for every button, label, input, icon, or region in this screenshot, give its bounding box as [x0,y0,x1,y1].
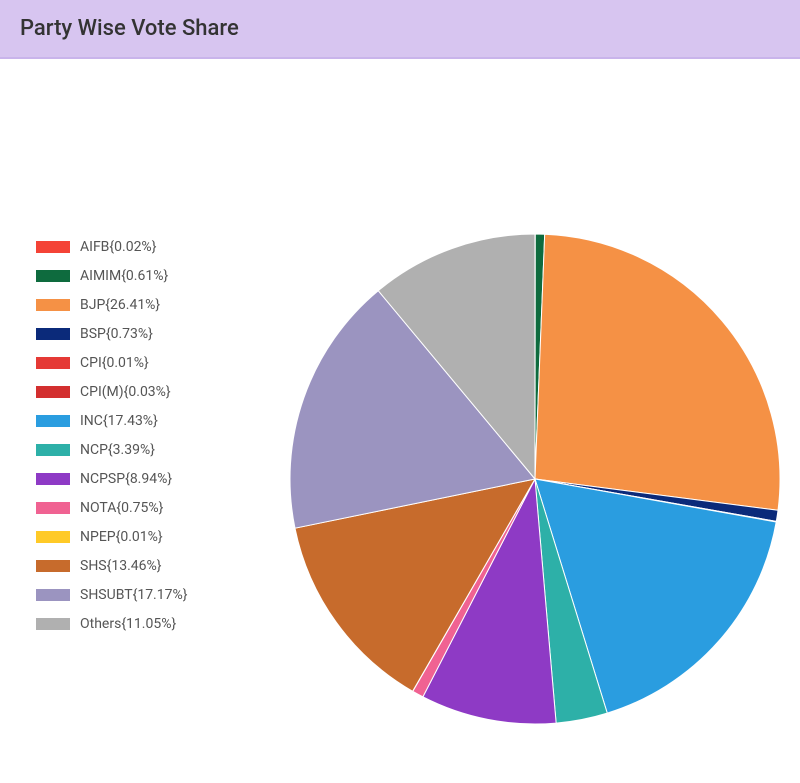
legend-swatch [36,241,70,253]
legend-label: SHSUBT{17.17%} [80,587,187,603]
legend-item-inc[interactable]: INC{17.43%} [36,413,187,429]
legend-swatch [36,618,70,630]
legend-label: SHS{13.46%} [80,558,162,574]
legend-swatch [36,357,70,369]
legend-swatch [36,415,70,427]
legend-label: Others{11.05%} [80,616,176,632]
legend-swatch [36,531,70,543]
legend-swatch [36,270,70,282]
legend-item-aimim[interactable]: AIMIM{0.61%} [36,268,187,284]
legend-swatch [36,560,70,572]
chart-header: Party Wise Vote Share [0,0,800,59]
legend-swatch [36,502,70,514]
legend-label: AIFB{0.02%} [80,239,156,255]
legend-item-others[interactable]: Others{11.05%} [36,616,187,632]
legend-swatch [36,328,70,340]
chart-legend: AIFB{0.02%} AIMIM{0.61%} BJP{26.41%} BSP{0.… [36,239,187,632]
legend-item-ncp[interactable]: NCP{3.39%} [36,442,187,458]
pie-chart [280,179,790,783]
legend-label: BJP{26.41%} [80,297,160,313]
legend-label: INC{17.43%} [80,413,158,429]
chart-container: AIFB{0.02%} AIMIM{0.61%} BJP{26.41%} BSP{0.… [0,59,800,769]
legend-label: NCPSP{8.94%} [80,471,172,487]
legend-label: NOTA{0.75%} [80,500,163,516]
legend-label: AIMIM{0.61%} [80,268,168,284]
legend-label: NPEP{0.01%} [80,529,163,545]
legend-swatch [36,473,70,485]
legend-swatch [36,444,70,456]
legend-item-shsubt[interactable]: SHSUBT{17.17%} [36,587,187,603]
legend-label: CPI{0.01%} [80,355,149,371]
legend-label: CPI(M){0.03%} [80,384,171,400]
legend-item-shs[interactable]: SHS{13.46%} [36,558,187,574]
legend-item-aifb[interactable]: AIFB{0.02%} [36,239,187,255]
legend-swatch [36,589,70,601]
legend-label: BSP{0.73%} [80,326,153,342]
legend-item-nota[interactable]: NOTA{0.75%} [36,500,187,516]
legend-item-cpi[interactable]: CPI{0.01%} [36,355,187,371]
pie-slice-bjp[interactable] [535,234,780,510]
legend-swatch [36,386,70,398]
legend-item-npep[interactable]: NPEP{0.01%} [36,529,187,545]
page-title: Party Wise Vote Share [20,16,780,41]
legend-label: NCP{3.39%} [80,442,155,458]
legend-item-bsp[interactable]: BSP{0.73%} [36,326,187,342]
legend-item-bjp[interactable]: BJP{26.41%} [36,297,187,313]
legend-item-cpim[interactable]: CPI(M){0.03%} [36,384,187,400]
legend-swatch [36,299,70,311]
legend-item-ncpsp[interactable]: NCPSP{8.94%} [36,471,187,487]
